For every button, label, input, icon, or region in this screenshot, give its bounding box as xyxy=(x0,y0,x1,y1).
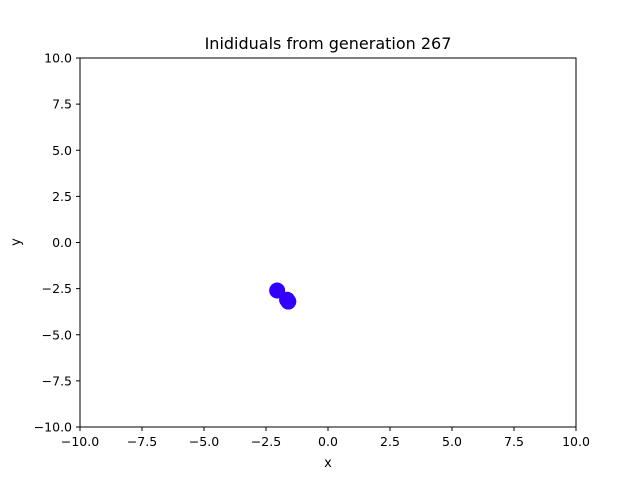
y-tick-label: 0.0 xyxy=(52,235,72,250)
y-tick-label: 10.0 xyxy=(44,51,72,66)
y-tick-label: 5.0 xyxy=(52,143,72,158)
x-tick-label: −7.5 xyxy=(127,434,157,449)
x-tick-label: −5.0 xyxy=(189,434,219,449)
x-axis-ticks: −10.0 −7.5 −5.0 −2.5 0.0 2.5 5.0 7.5 10.0 xyxy=(61,427,590,449)
x-axis-label: x xyxy=(324,456,332,471)
data-point xyxy=(280,293,297,310)
y-tick-label: 7.5 xyxy=(52,97,72,112)
x-tick-label: 7.5 xyxy=(504,434,524,449)
y-axis-label: y xyxy=(9,238,24,246)
y-tick-label: −10.0 xyxy=(34,420,72,435)
x-tick-label: 2.5 xyxy=(380,434,400,449)
y-axis-ticks: −10.0 −7.5 −5.0 −2.5 0.0 2.5 5.0 7.5 10.0 xyxy=(34,51,80,435)
x-tick-label: 5.0 xyxy=(442,434,462,449)
scatter-points xyxy=(269,282,297,310)
x-tick-label: 10.0 xyxy=(562,434,590,449)
y-tick-label: −5.0 xyxy=(42,327,72,342)
chart-title: Inididuals from generation 267 xyxy=(205,34,452,53)
y-tick-label: −7.5 xyxy=(42,373,72,388)
x-tick-label: 0.0 xyxy=(318,434,338,449)
x-tick-label: −10.0 xyxy=(61,434,99,449)
y-tick-label: −2.5 xyxy=(42,281,72,296)
plot-area-frame xyxy=(79,57,577,428)
y-tick-label: 2.5 xyxy=(52,189,72,204)
x-tick-label: −2.5 xyxy=(251,434,281,449)
